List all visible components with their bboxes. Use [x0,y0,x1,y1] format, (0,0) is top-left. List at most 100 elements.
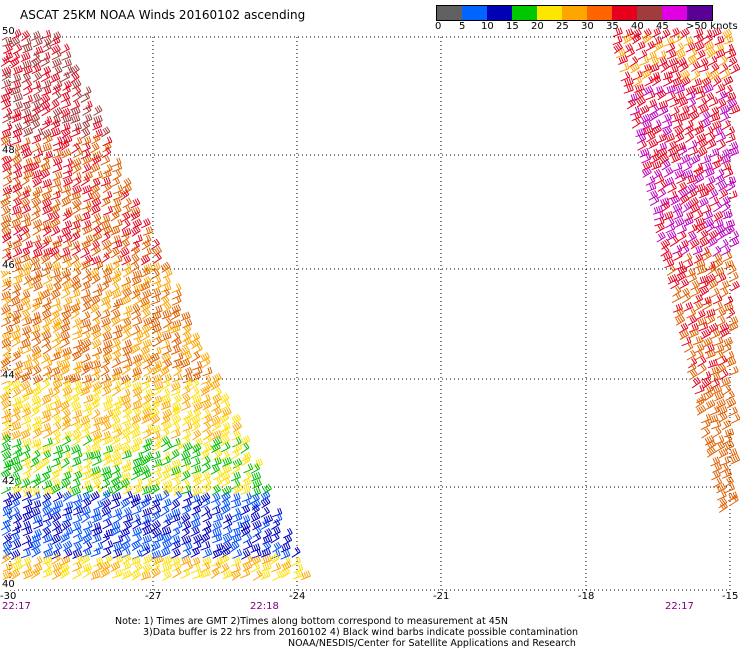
wind-barb [713,258,724,270]
wind-barb [728,406,738,417]
wind-barb [30,507,41,518]
wind-barb [132,294,143,306]
wind-barb [11,256,22,266]
wind-barb [90,570,101,580]
wind-barb [182,504,192,515]
wind-barb [12,197,22,209]
wind-barb [1,434,11,446]
wind-barb [81,338,92,350]
wind-barb [121,443,131,455]
wind-barb [662,76,673,87]
wind-barb [61,196,72,207]
wind-barb [9,57,20,69]
wind-barb [93,500,103,511]
wind-barb [190,494,201,504]
wind-barb [110,521,121,531]
wind-barb [91,273,101,285]
wind-barb [21,37,32,48]
wind-barb [697,146,708,158]
wind-barb [110,476,121,488]
wind-barb [677,265,688,276]
wind-barb [59,400,70,412]
wind-barb [11,310,22,322]
wind-barb [683,169,694,180]
wind-barb [667,182,677,194]
wind-barb [71,365,82,376]
wind-barb [81,480,92,490]
wind-barb [32,462,43,474]
wind-barb [687,362,697,373]
wind-barb [729,494,739,506]
wind-barb [688,196,699,208]
wind-barb [81,548,92,558]
wind-barb [121,282,132,293]
wind-barb [82,497,92,509]
wind-barb [102,518,112,530]
wind-barb [151,311,162,321]
wind-barb [711,120,722,131]
wind-barb [30,210,41,222]
wind-barb [60,444,71,455]
wind-barb [170,449,180,461]
wind-barb [20,339,31,349]
wind-barb [11,379,22,390]
wind-barb [32,71,43,83]
wind-barb [30,486,41,497]
wind-barb [701,76,712,88]
wind-barb [112,512,123,524]
wind-barb [728,56,738,68]
wind-barb [20,175,30,187]
wind-barb [162,570,172,581]
wind-barb [723,167,734,179]
wind-barb [658,100,669,110]
wind-barb [23,541,33,552]
wind-barb [72,136,83,147]
wind-barb [20,267,31,278]
wind-barb [725,390,735,401]
wind-barb [200,541,211,551]
wind-barb [72,409,83,419]
wind-barb [272,570,283,581]
wind-barb [141,308,151,320]
wind-barb [706,132,716,144]
wind-barb [69,64,80,76]
wind-barb [62,259,72,271]
wind-barb [42,204,53,216]
wind-barb [181,527,190,539]
wind-barb [220,399,231,411]
wind-barb [162,268,173,279]
wind-barb [32,365,42,377]
wind-barb [51,178,62,188]
wind-barb [71,198,82,210]
wind-barb [260,490,271,502]
wind-barb [1,290,11,301]
wind-barb [250,543,261,553]
wind-barb [111,357,122,369]
wind-barb [2,161,12,173]
wind-barb [59,567,70,579]
wind-barb [152,252,162,265]
wind-barb [93,105,103,116]
wind-barb [160,547,171,558]
wind-barb [291,546,301,558]
wind-barb [689,110,700,122]
wind-barb [171,295,182,306]
wind-barb [648,189,659,201]
wind-barb [714,35,725,46]
wind-barb [111,289,122,300]
wind-barb [220,450,230,462]
wind-barb [71,204,81,216]
wind-barb [637,140,647,151]
wind-barb [668,57,679,68]
wind-barb [51,534,62,545]
wind-barb [250,562,261,573]
wind-barb [191,394,202,405]
wind-barb [41,86,52,96]
wind-barb [32,297,43,307]
wind-barb [653,40,664,52]
wind-barb [41,119,51,131]
wind-barb [39,456,50,469]
wind-barb [728,141,739,152]
wind-barb [141,413,152,425]
wind-barb [70,373,81,383]
